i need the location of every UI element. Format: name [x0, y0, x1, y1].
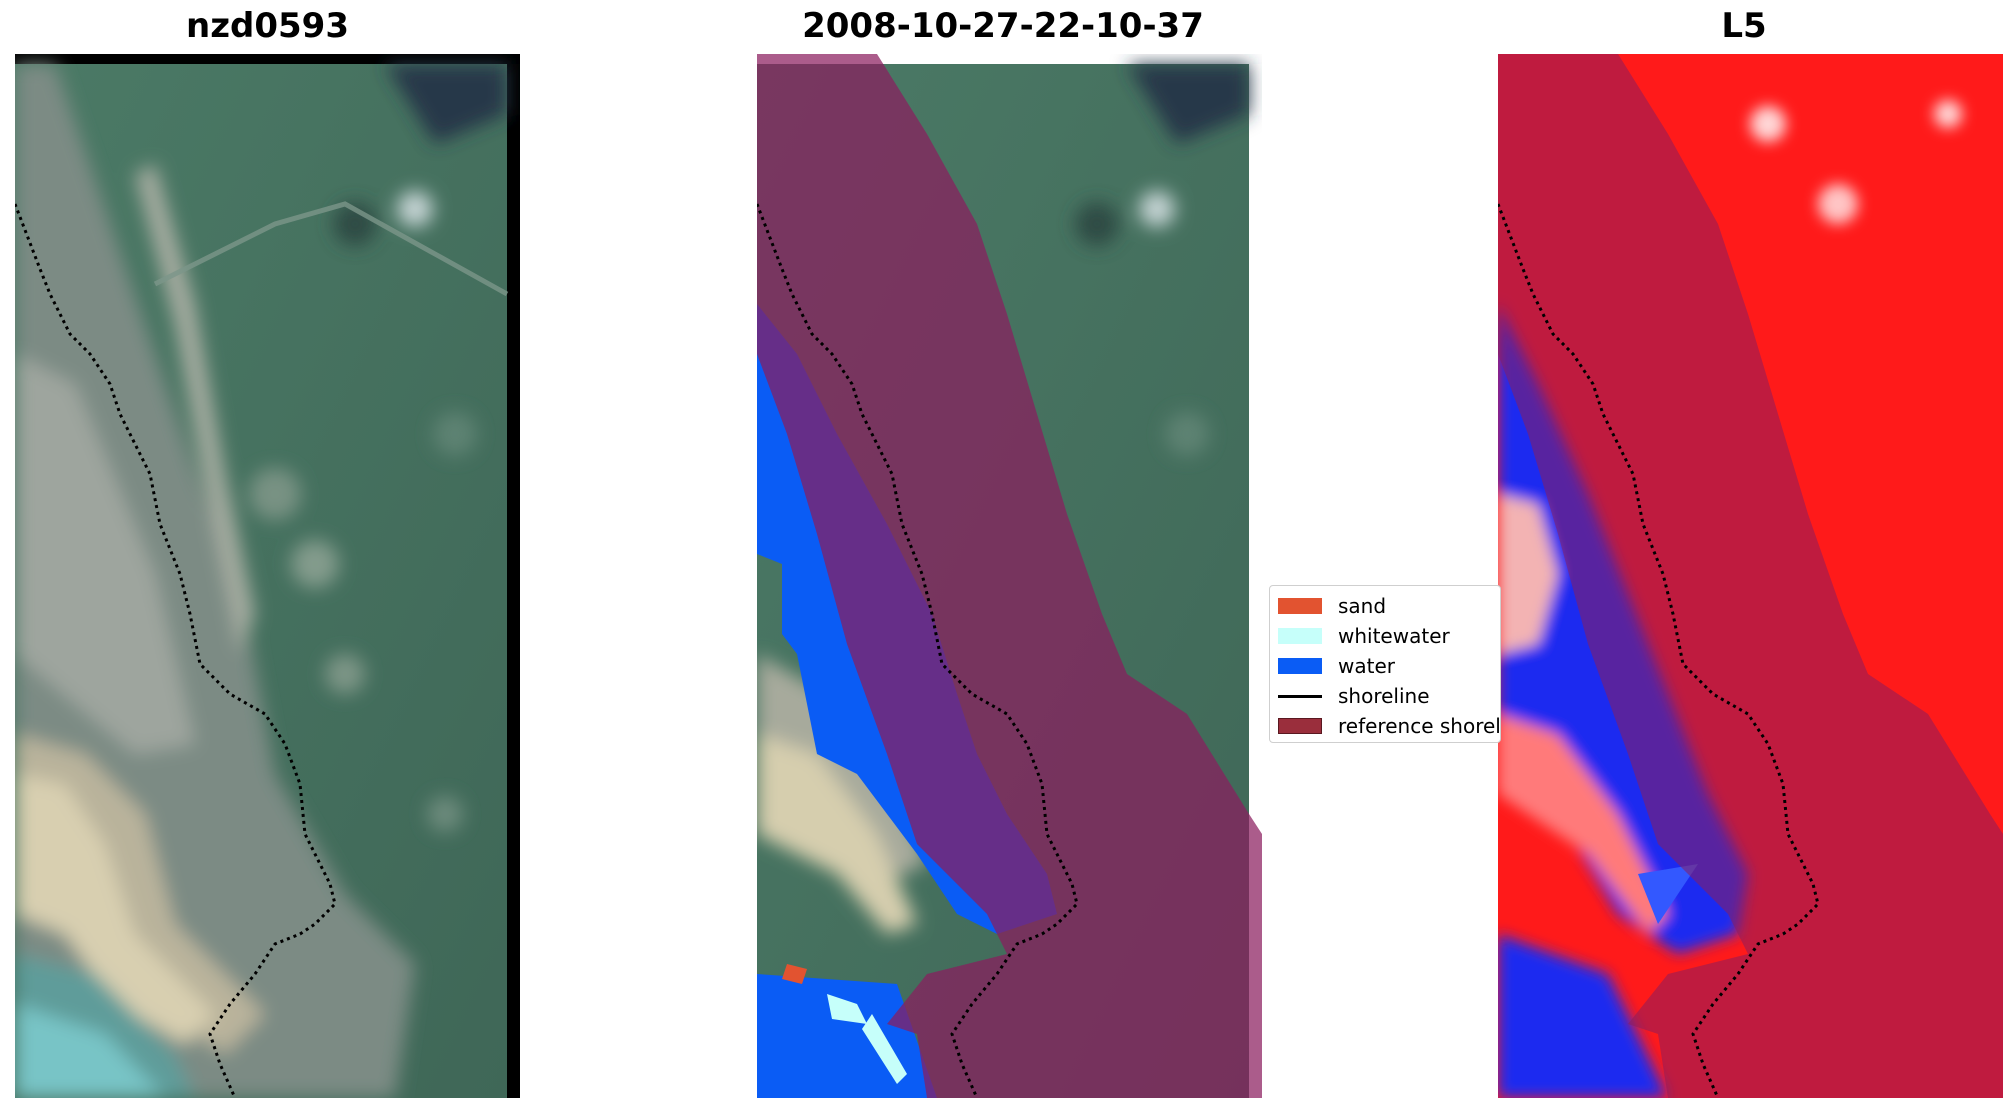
- legend-swatch-whitewater: [1278, 628, 1322, 644]
- legend-item-sand: sand: [1278, 594, 1386, 618]
- index-image-panel: [1498, 54, 2003, 1098]
- legend-label-shoreline: shoreline: [1338, 684, 1430, 708]
- classified-image: [757, 54, 1262, 1098]
- rgb-image-panel: [15, 54, 520, 1098]
- panel-title-classified: 2008-10-27-22-10-37: [802, 6, 1204, 46]
- legend-label-sand: sand: [1338, 594, 1387, 618]
- legend-item-reference-shoreline-buffer: reference shoreline buffer: [1278, 714, 1501, 738]
- panel-title-rgb: nzd0593: [186, 6, 349, 46]
- buffer-overlay: [1498, 54, 2003, 1098]
- buffer-overlay: [757, 54, 1262, 1098]
- legend-swatch-sand: [1278, 598, 1322, 614]
- legend-item-water: water: [1278, 654, 1395, 678]
- legend-item-whitewater: whitewater: [1278, 624, 1450, 648]
- legend-label-water: water: [1338, 654, 1395, 678]
- panel-title-index: L5: [1721, 6, 1767, 46]
- legend-label-reference-shoreline-buffer: reference shoreline buffer: [1338, 714, 1501, 738]
- rgb-image: [15, 64, 509, 1098]
- legend: sand whitewater water shoreline referenc…: [1269, 585, 1501, 743]
- legend-swatch-shoreline: [1278, 694, 1322, 698]
- legend-swatch-reference-shoreline-buffer: [1278, 718, 1322, 734]
- legend-label-whitewater: whitewater: [1338, 624, 1450, 648]
- legend-swatch-water: [1278, 658, 1322, 674]
- classified-image-panel: [757, 54, 1262, 1098]
- legend-item-shoreline: shoreline: [1278, 684, 1430, 708]
- index-image: [1498, 54, 2003, 1098]
